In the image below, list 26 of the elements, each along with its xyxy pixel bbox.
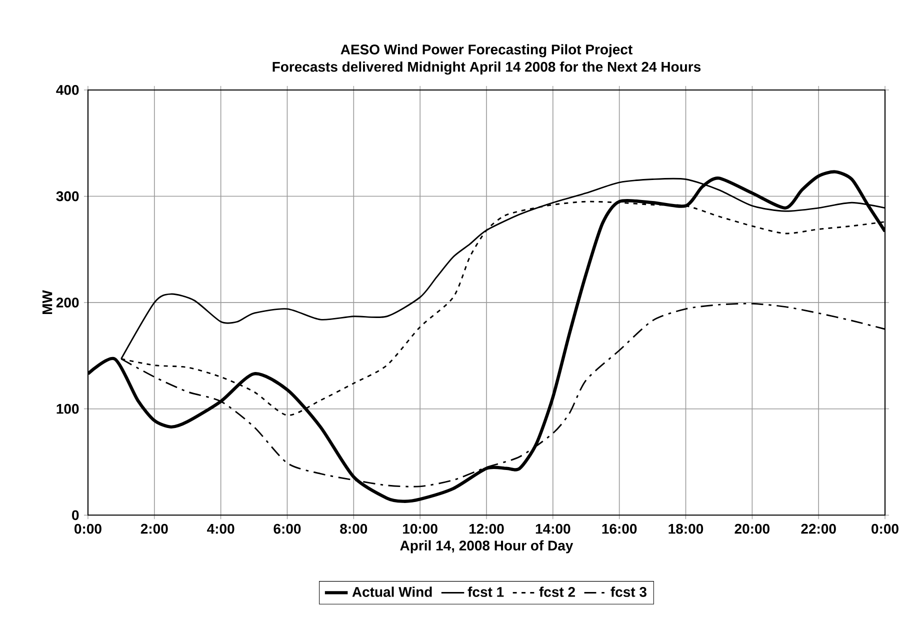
- y-tick-label: 0: [72, 510, 79, 520]
- x-tick-label: 2:00: [140, 524, 168, 534]
- x-tick-label: 6:00: [274, 524, 301, 534]
- chart-title: AESO Wind Power Forecasting Pilot Project: [340, 44, 632, 58]
- legend-label: Actual Wind: [352, 586, 432, 598]
- x-tick-label: 8:00: [340, 524, 368, 534]
- x-tick-label: 22:00: [801, 524, 836, 534]
- x-axis-title: April 14, 2008 Hour of Day: [400, 540, 574, 554]
- x-tick-label: 14:00: [536, 524, 570, 534]
- x-tick-label: 0:00: [872, 524, 898, 534]
- legend-label: fcst 3: [610, 586, 646, 598]
- y-tick-label: 200: [56, 298, 79, 308]
- legend-label: fcst 1: [468, 586, 504, 598]
- x-tick-label: 20:00: [734, 524, 770, 534]
- y-tick-label: 300: [56, 191, 79, 202]
- x-tick-label: 12:00: [469, 524, 504, 534]
- x-tick-label: 18:00: [668, 524, 704, 534]
- legend-label: fcst 2: [539, 586, 575, 598]
- chart-subtitle: Forecasts delivered Midnight April 14 2008 for the Next 24 Hours: [272, 62, 701, 75]
- x-tick-label: 4:00: [207, 524, 234, 534]
- x-tick-label: 0:00: [74, 524, 102, 534]
- y-tick-label: 400: [56, 85, 79, 96]
- y-axis-title: MW: [42, 290, 52, 314]
- x-tick-label: 10:00: [403, 524, 438, 534]
- y-tick-label: 100: [56, 404, 79, 414]
- x-tick-label: 16:00: [602, 524, 637, 534]
